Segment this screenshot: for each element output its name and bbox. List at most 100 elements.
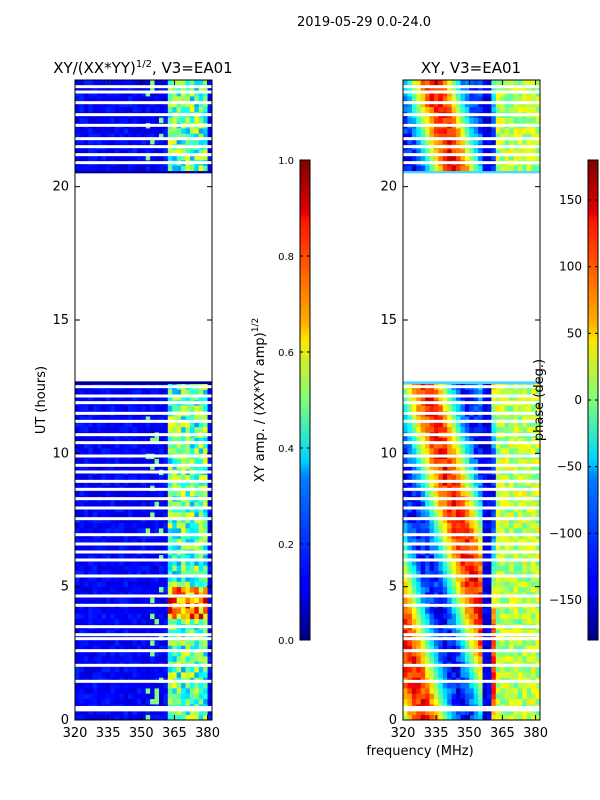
heatmap-cell (517, 688, 523, 694)
heatmap-cell (163, 608, 169, 614)
heatmap-cell (451, 106, 457, 113)
heatmap-cell (416, 522, 422, 529)
heatmap-cell (92, 570, 98, 577)
heatmap-cell (451, 464, 457, 470)
heatmap-cell (158, 538, 164, 545)
heatmap-cell (456, 90, 461, 97)
heatmap-cell (97, 528, 102, 534)
heatmap-cell (79, 613, 85, 620)
heatmap-cell (207, 394, 212, 401)
heatmap-cell (198, 96, 204, 102)
heatmap-cell (407, 528, 413, 534)
heatmap-cell (119, 96, 125, 102)
heatmap-cell (163, 106, 169, 113)
heatmap-cell (189, 165, 195, 172)
heatmap-cell (114, 608, 120, 614)
heatmap-cell (460, 640, 466, 646)
heatmap-cell (491, 426, 497, 433)
heatmap-cell (198, 666, 204, 673)
heatmap-cell (141, 565, 147, 572)
heatmap-cell (451, 96, 457, 102)
heatmap-cell (416, 533, 422, 540)
heatmap-cell (495, 117, 501, 124)
heatmap-cell (172, 538, 178, 545)
heatmap-cell (420, 117, 426, 124)
heatmap-cell (482, 106, 488, 113)
heatmap-cell (416, 698, 422, 705)
heatmap-cell (451, 101, 457, 108)
heatmap-cell (110, 688, 116, 694)
heatmap-cell (478, 101, 483, 108)
heatmap-cell (473, 394, 479, 401)
heatmap-cell (198, 629, 204, 636)
heatmap-cell (189, 570, 195, 577)
heatmap-cell (438, 501, 444, 508)
heatmap-cell (504, 597, 510, 604)
heatmap-cell (194, 517, 200, 524)
heatmap-cell (425, 522, 430, 529)
heatmap-cell (478, 672, 483, 678)
heatmap-cell (486, 618, 492, 625)
heatmap-cell (478, 128, 483, 134)
heatmap-cell (154, 90, 160, 97)
heatmap-cell (75, 565, 80, 572)
heatmap-cell (97, 538, 102, 545)
heatmap-cell (83, 149, 89, 156)
heatmap-cell (416, 458, 422, 465)
heatmap-cell (420, 480, 426, 486)
heatmap-cell (189, 586, 195, 593)
heatmap-cell (185, 597, 191, 604)
heatmap-cell (451, 448, 457, 454)
heatmap-cell (531, 101, 536, 108)
heatmap-cell (403, 90, 408, 97)
heatmap-cell (411, 448, 417, 454)
heatmap-cell (150, 133, 155, 140)
heatmap-cell (447, 698, 453, 705)
heatmap-cell (460, 560, 466, 566)
heatmap-cell (198, 464, 204, 470)
heatmap-cell (451, 517, 457, 524)
heatmap-cell (495, 645, 501, 652)
heatmap-cell (119, 554, 125, 561)
heatmap-cell (150, 138, 155, 145)
heatmap-cell (442, 517, 448, 524)
heatmap-cell (403, 501, 408, 508)
heatmap-cell (167, 480, 173, 486)
heatmap-cell (531, 517, 536, 524)
heatmap-cell (482, 154, 488, 161)
heatmap-cell (517, 389, 523, 396)
heatmap-cell (79, 106, 85, 113)
heatmap-cell (495, 618, 501, 625)
heatmap-cell (75, 666, 80, 673)
heatmap-cell (119, 586, 125, 593)
heatmap-cell (194, 656, 200, 662)
heatmap-cell (504, 656, 510, 662)
heatmap-cell (128, 586, 133, 593)
heatmap-cell (158, 133, 164, 140)
heatmap-cell (101, 96, 107, 102)
heatmap-cell (176, 128, 182, 134)
heatmap-cell (416, 629, 422, 636)
heatmap-cell (411, 106, 417, 113)
heatmap-cell (136, 618, 142, 625)
heatmap-cell (513, 576, 519, 582)
heatmap-cell (88, 688, 94, 694)
heatmap-cell (114, 506, 120, 513)
heatmap-cell (442, 405, 448, 412)
heatmap-cell (158, 416, 164, 422)
heatmap-cell (473, 133, 479, 140)
heatmap-cell (486, 442, 492, 449)
heatmap-cell (128, 101, 133, 108)
heatmap-cell (478, 688, 483, 694)
heatmap-cell (438, 586, 444, 593)
heatmap-cell (119, 698, 125, 705)
heatmap-cell (163, 474, 169, 481)
heatmap-cell (425, 138, 430, 145)
heatmap-cell (167, 522, 173, 529)
heatmap-cell (451, 597, 457, 604)
heatmap-cell (119, 458, 125, 465)
heatmap-cell (526, 714, 532, 720)
heatmap-cell (509, 581, 514, 588)
heatmap-cell (491, 474, 497, 481)
heatmap-cell (535, 570, 540, 577)
